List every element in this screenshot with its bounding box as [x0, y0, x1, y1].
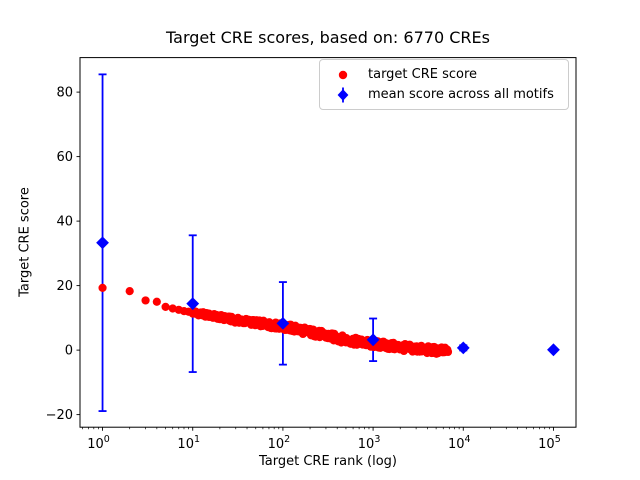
x-tick-label: 102 [268, 434, 291, 452]
red-data-point [443, 347, 453, 357]
y-axis-label: Target CRE score [17, 187, 33, 297]
y-tick-label: 80 [56, 86, 73, 101]
red-data-point [98, 283, 107, 292]
chart-title: Target CRE scores, based on: 6770 CREs [166, 28, 490, 47]
x-axis-label: Target CRE rank (log) [259, 454, 397, 469]
legend: target CRE score mean score across all m… [319, 59, 569, 110]
red-data-point [152, 297, 161, 306]
y-tick-label: 20 [56, 279, 73, 294]
red-circle-marker-icon [338, 70, 348, 80]
legend-item-mean-score: mean score across all motifs [328, 85, 560, 105]
x-tick-label: 104 [448, 434, 471, 452]
y-tick-label: 0 [65, 344, 73, 359]
x-tick-label: 103 [358, 434, 381, 452]
axes-frame [79, 57, 577, 428]
legend-label-target-cre-score: target CRE score [368, 67, 478, 82]
blue-diamond-errorbar-marker-icon [337, 87, 349, 103]
legend-item-target-cre-score: target CRE score [328, 65, 560, 85]
x-tick-label: 101 [177, 434, 200, 452]
y-tick-label: 40 [56, 215, 73, 230]
x-tick-label: 100 [87, 434, 110, 452]
red-data-point [161, 302, 170, 311]
y-tick-label: −20 [46, 408, 73, 423]
legend-label-mean-score: mean score across all motifs [368, 87, 554, 102]
mean-score-diamond [276, 316, 290, 330]
mean-score-diamond [366, 333, 380, 347]
x-tick-label: 105 [538, 434, 561, 452]
mean-score-diamond [186, 297, 200, 311]
y-tick-label: 60 [56, 150, 73, 165]
red-data-point [125, 287, 134, 296]
red-data-point [141, 296, 150, 305]
mean-score-diamond [547, 343, 560, 357]
mean-score-diamond [96, 236, 109, 250]
mean-score-diamond [456, 341, 470, 355]
